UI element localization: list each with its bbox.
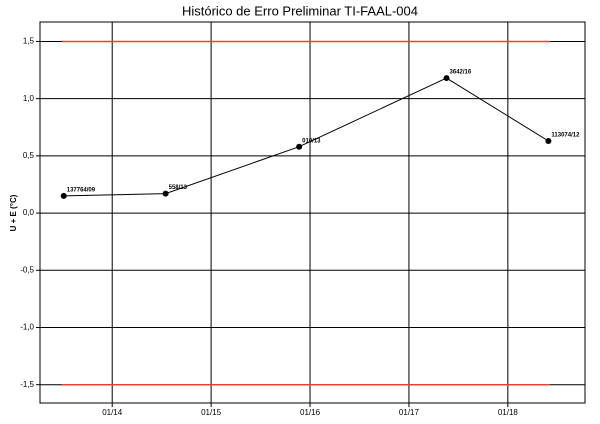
data-point (296, 143, 303, 150)
data-point (443, 75, 450, 82)
y-tick-label: 1,5 (23, 37, 35, 46)
point-label: 113074/12 (551, 133, 580, 139)
y-tick-label: 0,0 (23, 208, 35, 217)
y-tick-label: -1,5 (20, 380, 34, 389)
point-label: 558/13 (169, 185, 188, 191)
x-tick-label: 01/15 (201, 408, 222, 417)
y-tick-label: -0,5 (20, 265, 34, 274)
x-tick-label: 01/18 (498, 408, 519, 417)
point-label: 010/13 (302, 138, 321, 144)
point-label: 137764/09 (67, 187, 96, 193)
y-axis-label: U + E (°C) (9, 194, 18, 231)
x-tick-label: 01/17 (399, 408, 420, 417)
data-point (545, 137, 552, 144)
y-tick-label: -1,0 (20, 323, 34, 332)
x-tick-label: 01/16 (300, 408, 321, 417)
point-label: 3642/16 (450, 70, 472, 76)
data-line (63, 77, 549, 197)
chart-title: Histórico de Erro Preliminar TI-FAAL-004 (182, 3, 418, 18)
data-point (162, 190, 169, 197)
y-tick-label: 1,0 (23, 94, 35, 103)
y-tick-label: 0,5 (23, 151, 35, 160)
data-point (60, 192, 67, 199)
x-tick-label: 01/14 (102, 408, 123, 417)
plot-frame (39, 21, 586, 404)
